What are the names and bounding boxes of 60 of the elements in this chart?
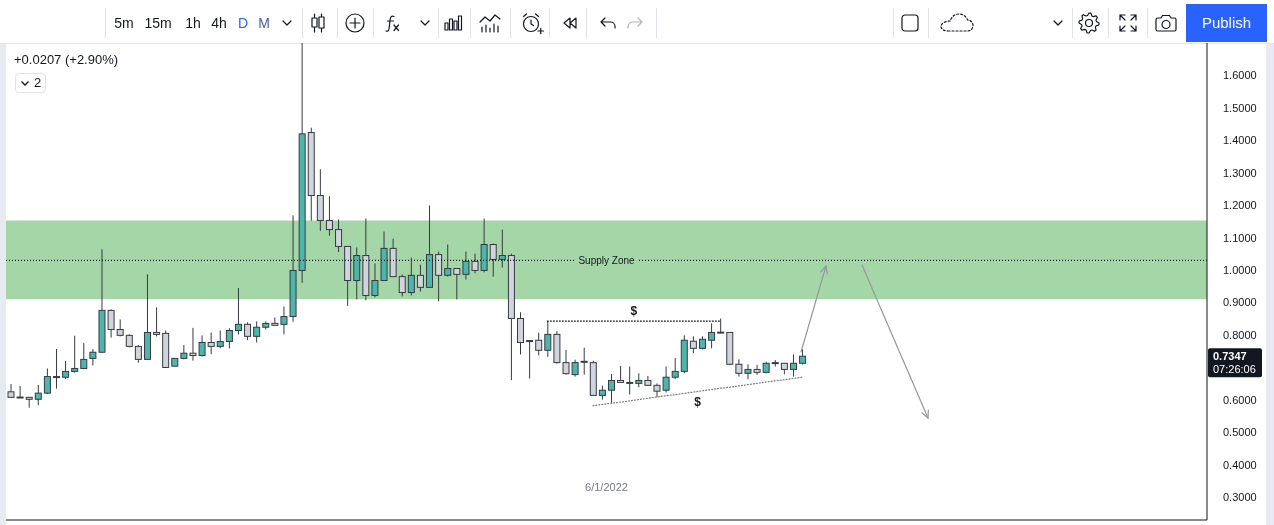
y-tick-label: 1.0000 [1223,264,1257,277]
annotation: 2 [34,75,42,91]
candlestick [80,342,88,369]
annotation: +0.0207 (+2.90%) [14,52,119,67]
candlestick [234,287,242,335]
text: 15m [144,14,172,32]
candlestick [671,357,679,380]
candlestick [225,327,233,349]
candlestick [526,339,534,380]
candlestick [52,348,60,390]
candlestick [335,219,343,253]
text: 4h [211,14,227,32]
ref-line-label: Supply Zone [578,254,636,266]
candlestick [71,335,79,374]
text: 5m [114,14,134,32]
candlestick [453,268,461,300]
series-label: $ [630,304,638,319]
candlestick [398,273,406,297]
candlestick [207,331,215,355]
candlestick [62,360,70,380]
y-tick-label: 1.5000 [1223,101,1257,114]
collapse-button: 2 [15,73,46,93]
candlestick [580,347,588,376]
price-tag: 0.7347 07:26:06 [1208,348,1262,378]
y-tick-label: 0.5000 [1223,426,1257,439]
candlestick [444,244,452,278]
y-tick-label: 0.9000 [1223,296,1257,309]
y-tick-label: 1.6000 [1223,69,1257,82]
candlestick [253,320,261,343]
candlestick [708,322,716,349]
y-tick-label: 0.8000 [1223,328,1257,341]
y-tick-label: 1.4000 [1223,134,1257,147]
line-series [592,376,803,407]
candlestick [153,306,161,337]
y-tick-label: 1.3000 [1223,166,1257,179]
candlestick [435,251,443,302]
y-tick-label: 0.4000 [1223,458,1257,471]
y-tick-label: 1.1000 [1223,231,1257,244]
text: M [258,14,270,32]
candlestick [608,373,615,404]
candlestick [416,264,424,293]
candlestick [34,384,42,406]
candlestick [325,195,333,237]
candlestick [43,367,51,395]
candlestick [544,320,552,358]
candlestick [498,229,506,269]
candlestick [535,331,543,356]
y-tick-label: 0.3000 [1223,491,1257,504]
y-tick-label: 1.2000 [1223,199,1257,212]
button: Publish [1186,4,1267,42]
annotation: 6/1/2022 [585,480,628,493]
series-label: $ [694,394,702,409]
candlestick [626,366,634,395]
text: 1h [185,14,201,32]
candlestick [489,243,497,278]
candlestick [717,317,725,334]
candlestick [407,256,415,296]
candlestick [789,354,797,378]
text: D [237,14,249,32]
y-tick-label: 0.6000 [1223,393,1257,406]
